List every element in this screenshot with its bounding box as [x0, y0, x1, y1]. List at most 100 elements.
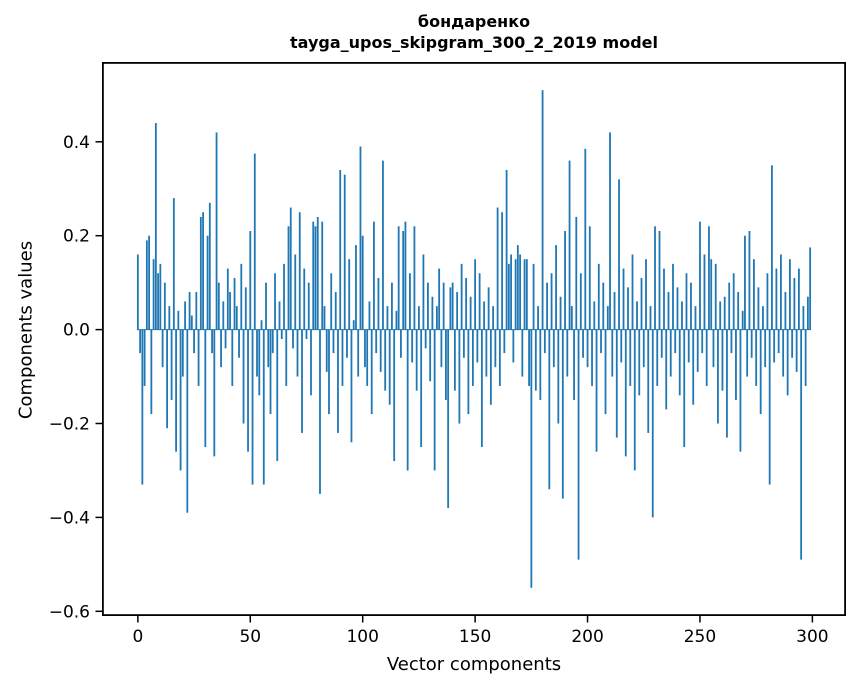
bar [339, 169, 342, 330]
bar [703, 254, 706, 330]
bar [280, 329, 283, 339]
bar [771, 165, 773, 330]
bar [343, 174, 346, 330]
bar [708, 226, 710, 330]
y-axis-label: Components values [15, 240, 37, 420]
bar [687, 329, 690, 363]
bar [332, 329, 335, 354]
bar [782, 329, 785, 377]
bar [674, 329, 677, 354]
bar [514, 259, 517, 330]
bar [442, 282, 445, 330]
bar [235, 306, 238, 330]
bar [692, 329, 695, 405]
bar [220, 329, 222, 368]
bar [739, 329, 742, 452]
bar [559, 296, 562, 330]
bar [213, 329, 216, 457]
bar [791, 329, 794, 358]
bar [316, 216, 319, 330]
y-tick-label: −0.4 [49, 508, 90, 528]
bar [136, 254, 139, 330]
bar [310, 329, 312, 396]
bar [449, 287, 452, 330]
bar [555, 245, 557, 330]
bar [438, 268, 441, 330]
bar [759, 329, 762, 415]
bar [649, 306, 652, 330]
chart-title: бондаренко [417, 12, 531, 31]
bar [737, 292, 740, 330]
bar [395, 310, 398, 330]
bar [467, 329, 470, 415]
bar [582, 329, 584, 358]
bar [537, 306, 539, 330]
bar [393, 329, 396, 462]
bar [226, 268, 229, 330]
bar [181, 329, 184, 377]
bar [528, 329, 530, 386]
bar [570, 306, 573, 330]
bar [373, 221, 375, 330]
bar [534, 329, 537, 391]
bar [683, 329, 686, 447]
bar [204, 329, 207, 447]
bar [717, 329, 719, 424]
bar [654, 226, 656, 330]
bar [719, 301, 722, 330]
bar [577, 329, 580, 560]
bar [494, 329, 497, 368]
bar [150, 329, 153, 415]
bar [294, 254, 297, 330]
bar [744, 235, 746, 330]
bar [609, 132, 611, 330]
bar [784, 292, 787, 330]
bar [465, 277, 468, 330]
bar [507, 263, 510, 330]
bar [726, 329, 728, 438]
bar [638, 329, 641, 396]
bar [753, 259, 755, 330]
bar [606, 306, 609, 330]
bar [622, 268, 625, 330]
bar [732, 273, 735, 330]
bar [773, 329, 776, 363]
x-tick-label: 300 [796, 627, 828, 647]
bar [660, 329, 663, 358]
bar [802, 306, 805, 330]
bar [462, 329, 465, 358]
bar [267, 329, 270, 368]
bar [186, 329, 189, 513]
bar [141, 329, 144, 485]
bar [795, 329, 798, 372]
bar [624, 329, 627, 457]
bar [211, 329, 213, 354]
bar [166, 329, 168, 429]
bar [436, 306, 438, 330]
bar [451, 282, 454, 330]
bar [368, 301, 371, 330]
bar [188, 292, 191, 330]
bar [602, 282, 605, 330]
bar [168, 306, 171, 330]
bar [503, 329, 506, 354]
bar [552, 329, 555, 368]
bar [469, 296, 472, 330]
bar [346, 329, 348, 358]
bar [148, 235, 150, 330]
bar [748, 231, 751, 330]
bar [278, 301, 281, 330]
bar [712, 329, 715, 368]
bar [798, 268, 800, 330]
bar [505, 169, 508, 330]
bar [498, 329, 501, 386]
bar [525, 259, 528, 330]
bar [179, 329, 182, 471]
bar [445, 329, 447, 401]
bar [224, 329, 227, 349]
bar [676, 287, 679, 330]
bar [314, 226, 317, 330]
bar [633, 329, 636, 471]
bar [337, 329, 339, 433]
bar [775, 268, 778, 330]
